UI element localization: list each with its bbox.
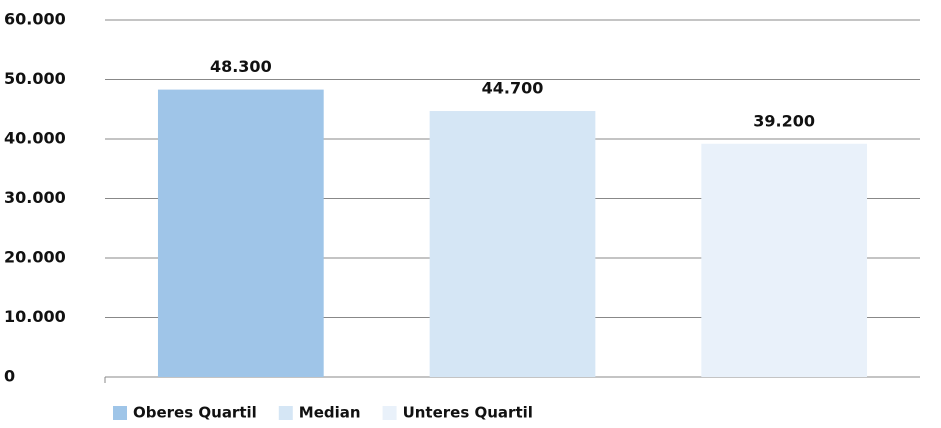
y-tick-label: 10.000 [4, 307, 66, 326]
y-tick-label: 40.000 [4, 129, 66, 148]
legend-label: Median [299, 404, 361, 422]
legend-swatch [278, 406, 293, 420]
bar [429, 111, 596, 377]
y-tick-label: 0 [4, 367, 15, 386]
legend-swatch [113, 406, 127, 420]
legend-swatch [382, 406, 397, 420]
bar [157, 89, 324, 378]
value-label: 44.700 [482, 79, 544, 98]
bar [701, 143, 868, 377]
y-tick-label: 60.000 [4, 10, 66, 29]
value-label: 48.300 [210, 57, 272, 76]
y-tick-label: 50.000 [4, 69, 66, 88]
value-label: 39.200 [753, 111, 815, 130]
legend-label: Oberes Quartil [133, 404, 257, 422]
legend-label: Unteres Quartil [403, 404, 533, 422]
y-tick-label: 30.000 [4, 188, 66, 207]
y-tick-label: 20.000 [4, 248, 66, 267]
